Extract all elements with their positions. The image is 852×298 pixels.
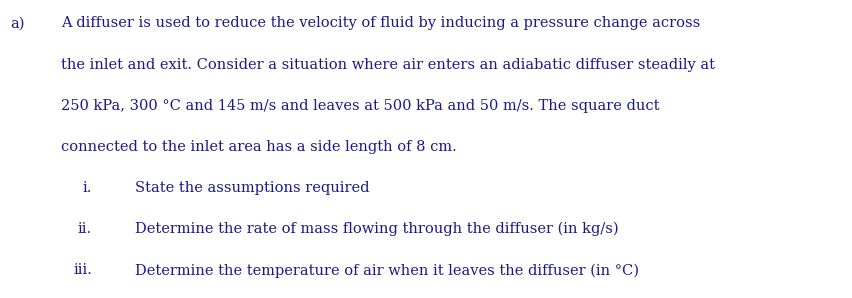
Text: Determine the rate of mass flowing through the diffuser (in kg/s): Determine the rate of mass flowing throu…	[135, 222, 619, 236]
Text: A diffuser is used to reduce the velocity of fluid by inducing a pressure change: A diffuser is used to reduce the velocit…	[61, 16, 700, 30]
Text: connected to the inlet area has a side length of 8 cm.: connected to the inlet area has a side l…	[61, 140, 457, 154]
Text: iii.: iii.	[73, 263, 92, 277]
Text: State the assumptions required: State the assumptions required	[135, 181, 369, 195]
Text: a): a)	[10, 16, 25, 30]
Text: the inlet and exit. Consider a situation where air enters an adiabatic diffuser : the inlet and exit. Consider a situation…	[61, 58, 716, 72]
Text: ii.: ii.	[78, 222, 92, 236]
Text: Determine the temperature of air when it leaves the diffuser (in °C): Determine the temperature of air when it…	[135, 263, 639, 277]
Text: 250 kPa, 300 °C and 145 m/s and leaves at 500 kPa and 50 m/s. The square duct: 250 kPa, 300 °C and 145 m/s and leaves a…	[61, 99, 659, 113]
Text: i.: i.	[83, 181, 92, 195]
